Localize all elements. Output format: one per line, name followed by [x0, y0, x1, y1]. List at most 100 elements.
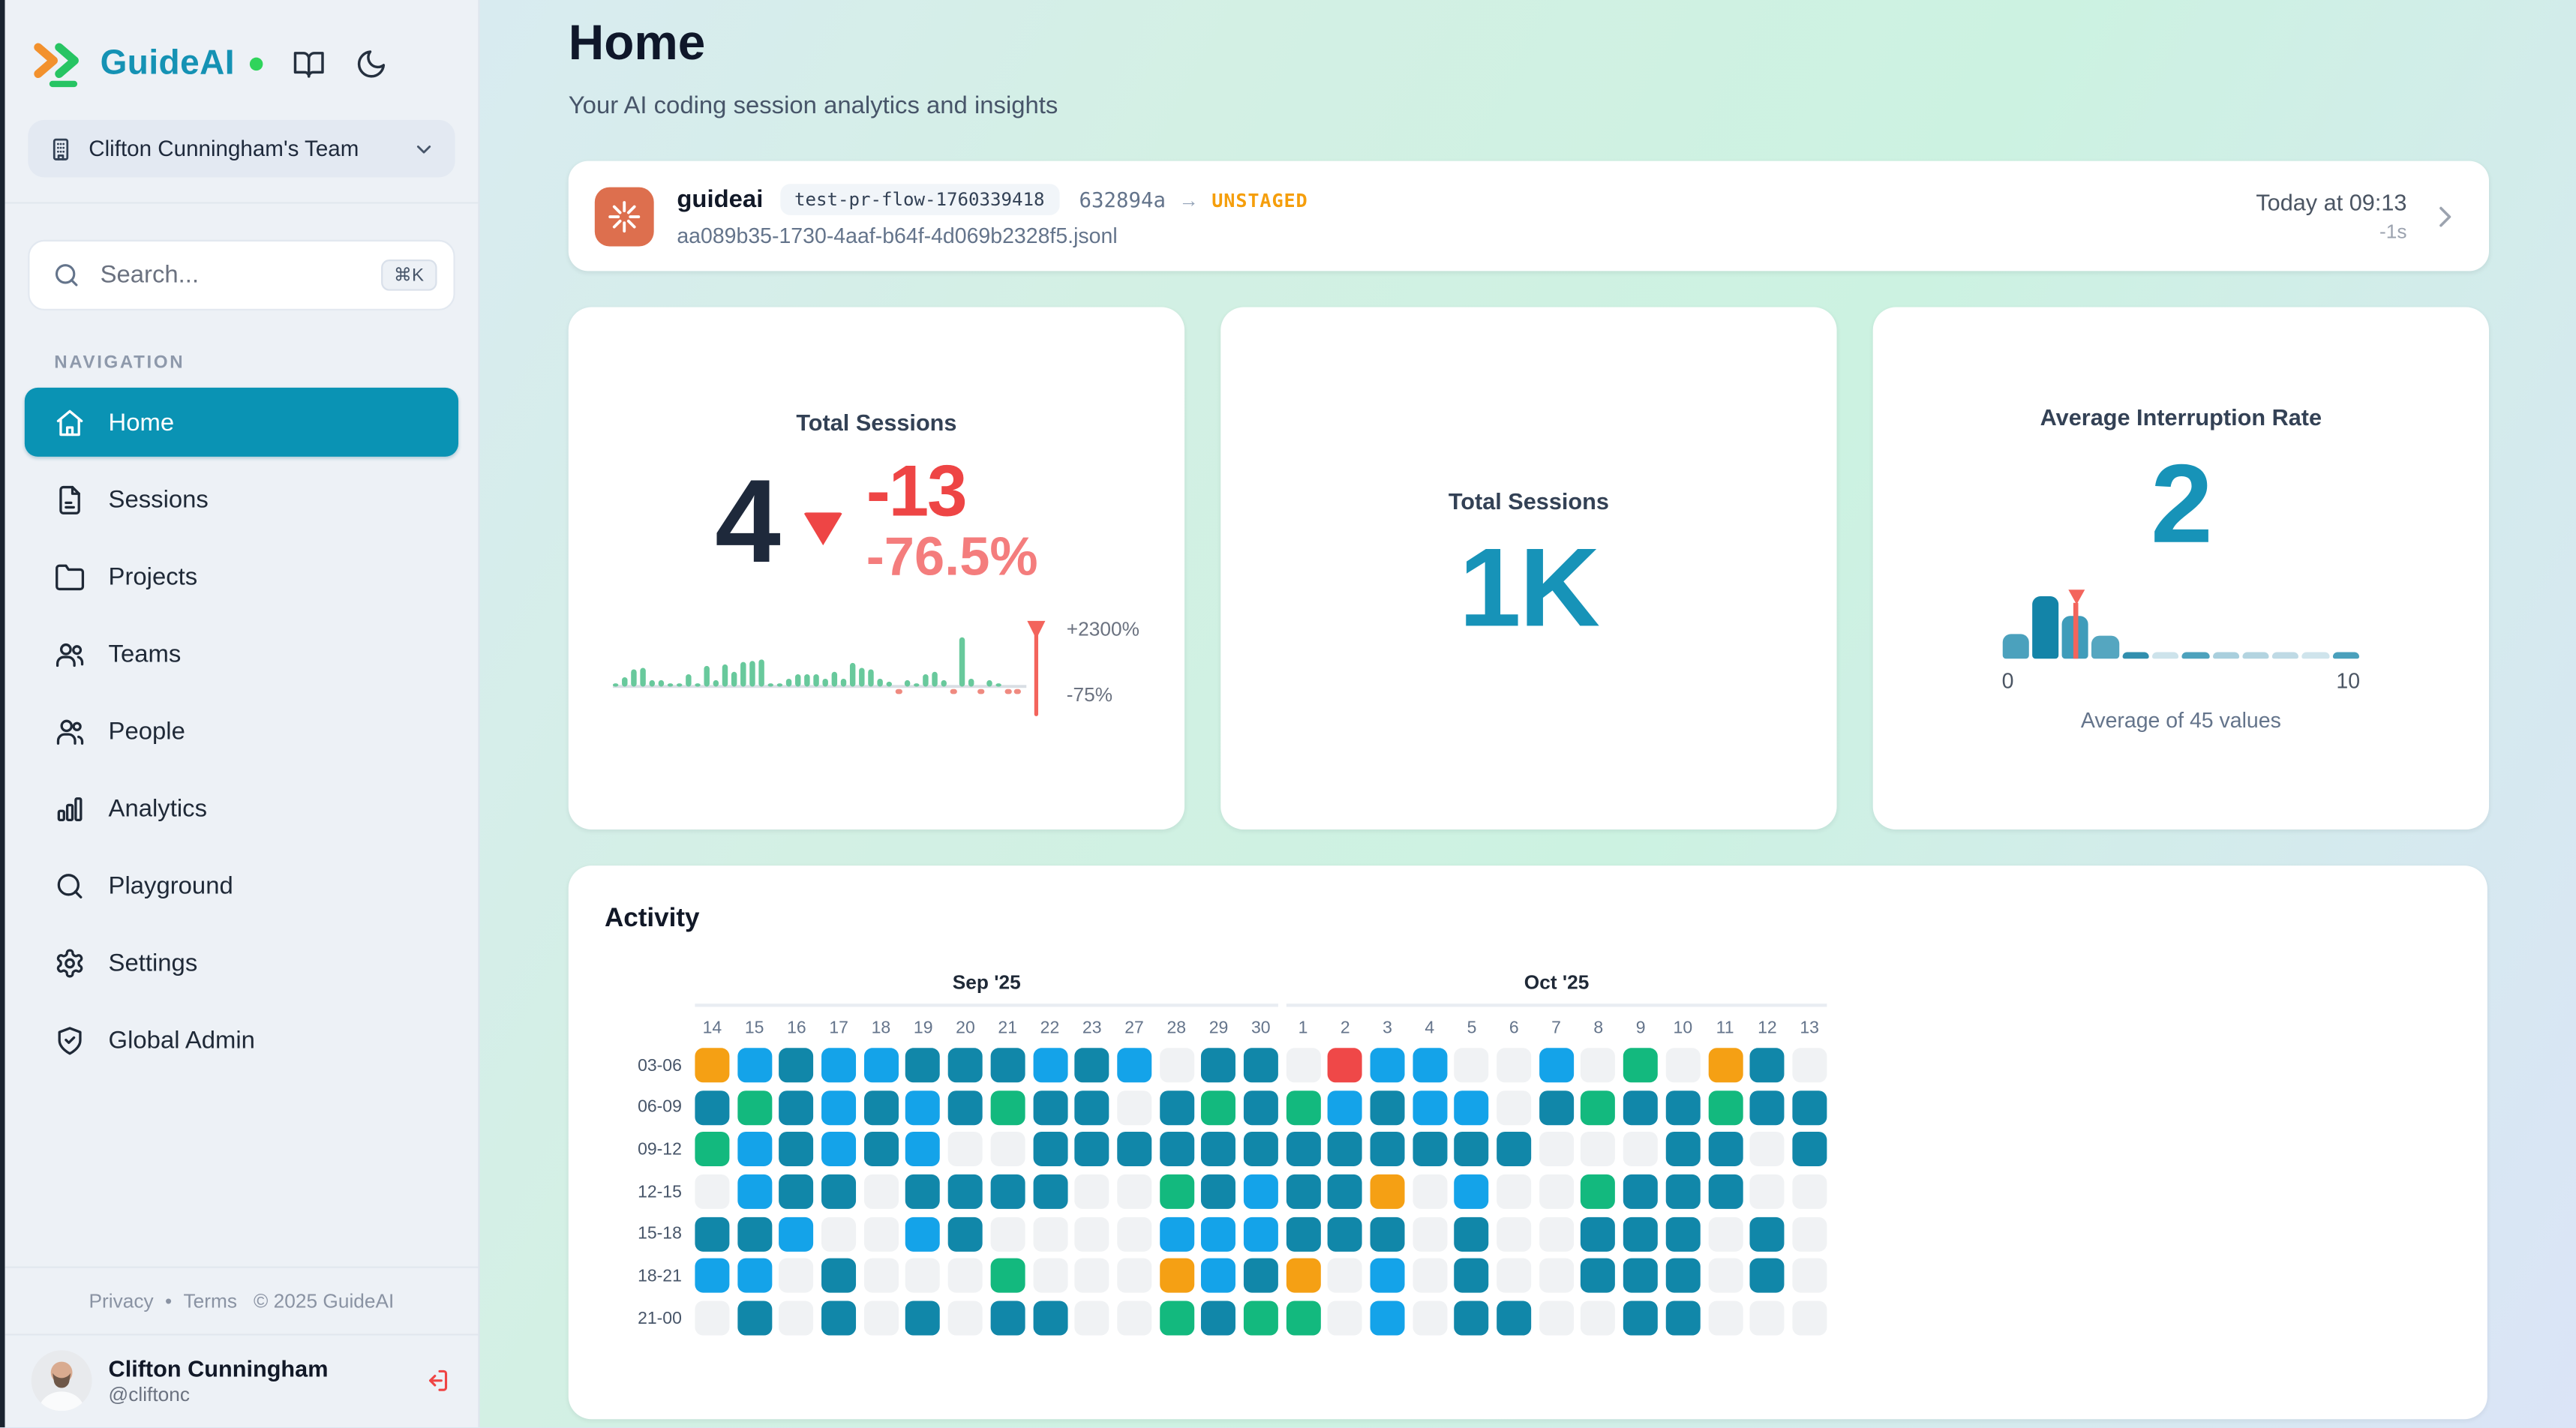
activity-cell[interactable]: [1707, 1048, 1743, 1083]
activity-cell[interactable]: [1370, 1258, 1405, 1294]
activity-cell[interactable]: [1116, 1048, 1151, 1083]
activity-cell[interactable]: [1159, 1048, 1194, 1083]
activity-cell[interactable]: [1707, 1090, 1743, 1125]
sidebar-item-projects[interactable]: Projects: [25, 542, 458, 611]
activity-cell[interactable]: [1074, 1258, 1109, 1294]
activity-cell[interactable]: [1581, 1216, 1616, 1252]
activity-cell[interactable]: [947, 1300, 983, 1336]
latest-session-row[interactable]: guideai test-pr-flow-1760339418 632894a …: [568, 160, 2490, 272]
activity-cell[interactable]: [863, 1132, 899, 1167]
activity-cell[interactable]: [737, 1048, 772, 1083]
activity-cell[interactable]: [863, 1300, 899, 1336]
activity-cell[interactable]: [947, 1048, 983, 1083]
activity-cell[interactable]: [1539, 1132, 1574, 1167]
activity-cell[interactable]: [1159, 1258, 1194, 1294]
activity-cell[interactable]: [1539, 1258, 1574, 1294]
activity-cell[interactable]: [1201, 1258, 1236, 1294]
activity-cell[interactable]: [695, 1174, 730, 1210]
activity-cell[interactable]: [1116, 1258, 1151, 1294]
activity-cell[interactable]: [1116, 1300, 1151, 1336]
activity-cell[interactable]: [695, 1216, 730, 1252]
activity-cell[interactable]: [737, 1216, 772, 1252]
activity-cell[interactable]: [695, 1300, 730, 1336]
terms-link[interactable]: Terms: [183, 1289, 238, 1312]
activity-cell[interactable]: [1497, 1300, 1532, 1336]
activity-cell[interactable]: [905, 1258, 941, 1294]
activity-cell[interactable]: [1328, 1048, 1363, 1083]
activity-cell[interactable]: [1328, 1174, 1363, 1210]
activity-cell[interactable]: [821, 1258, 857, 1294]
activity-cell[interactable]: [1370, 1132, 1405, 1167]
activity-cell[interactable]: [779, 1090, 814, 1125]
activity-cell[interactable]: [821, 1300, 857, 1336]
activity-cell[interactable]: [1497, 1174, 1532, 1210]
activity-cell[interactable]: [1581, 1300, 1616, 1336]
activity-cell[interactable]: [1116, 1132, 1151, 1167]
activity-cell[interactable]: [1201, 1132, 1236, 1167]
activity-cell[interactable]: [1497, 1132, 1532, 1167]
activity-cell[interactable]: [1032, 1300, 1067, 1336]
activity-cell[interactable]: [1159, 1300, 1194, 1336]
sidebar-item-people[interactable]: People: [25, 697, 458, 766]
activity-cell[interactable]: [695, 1132, 730, 1167]
activity-cell[interactable]: [863, 1090, 899, 1125]
activity-cell[interactable]: [1032, 1048, 1067, 1083]
activity-cell[interactable]: [779, 1258, 814, 1294]
team-selector[interactable]: Clifton Cunningham's Team: [28, 119, 455, 178]
sidebar-item-sessions[interactable]: Sessions: [25, 465, 458, 534]
activity-cell[interactable]: [1707, 1174, 1743, 1210]
activity-cell[interactable]: [1328, 1132, 1363, 1167]
activity-cell[interactable]: [779, 1132, 814, 1167]
activity-cell[interactable]: [1497, 1258, 1532, 1294]
activity-cell[interactable]: [1286, 1090, 1321, 1125]
activity-cell[interactable]: [947, 1258, 983, 1294]
activity-cell[interactable]: [1539, 1216, 1574, 1252]
activity-cell[interactable]: [1159, 1174, 1194, 1210]
activity-cell[interactable]: [1243, 1216, 1278, 1252]
logout-icon[interactable]: [424, 1366, 452, 1394]
activity-cell[interactable]: [821, 1174, 857, 1210]
activity-cell[interactable]: [695, 1090, 730, 1125]
activity-cell[interactable]: [990, 1048, 1025, 1083]
activity-cell[interactable]: [737, 1300, 772, 1336]
activity-cell[interactable]: [1370, 1216, 1405, 1252]
activity-cell[interactable]: [1159, 1090, 1194, 1125]
activity-cell[interactable]: [990, 1258, 1025, 1294]
activity-cell[interactable]: [1792, 1048, 1827, 1083]
sidebar-item-teams[interactable]: Teams: [25, 620, 458, 688]
activity-cell[interactable]: [1497, 1048, 1532, 1083]
activity-cell[interactable]: [1707, 1132, 1743, 1167]
activity-cell[interactable]: [695, 1048, 730, 1083]
activity-cell[interactable]: [947, 1216, 983, 1252]
activity-cell[interactable]: [1243, 1300, 1278, 1336]
activity-cell[interactable]: [1665, 1090, 1701, 1125]
activity-cell[interactable]: [1286, 1048, 1321, 1083]
activity-cell[interactable]: [1032, 1090, 1067, 1125]
activity-cell[interactable]: [1412, 1090, 1447, 1125]
activity-cell[interactable]: [779, 1174, 814, 1210]
activity-cell[interactable]: [990, 1174, 1025, 1210]
activity-cell[interactable]: [947, 1090, 983, 1125]
activity-cell[interactable]: [1455, 1216, 1490, 1252]
activity-cell[interactable]: [990, 1090, 1025, 1125]
activity-cell[interactable]: [1116, 1090, 1151, 1125]
privacy-link[interactable]: Privacy: [89, 1289, 154, 1312]
activity-cell[interactable]: [1623, 1258, 1659, 1294]
activity-cell[interactable]: [1328, 1258, 1363, 1294]
activity-cell[interactable]: [863, 1174, 899, 1210]
activity-cell[interactable]: [1201, 1216, 1236, 1252]
activity-cell[interactable]: [1792, 1258, 1827, 1294]
activity-cell[interactable]: [821, 1216, 857, 1252]
activity-cell[interactable]: [1328, 1090, 1363, 1125]
activity-cell[interactable]: [779, 1216, 814, 1252]
activity-cell[interactable]: [1243, 1174, 1278, 1210]
activity-cell[interactable]: [1497, 1090, 1532, 1125]
activity-cell[interactable]: [1412, 1132, 1447, 1167]
activity-cell[interactable]: [1412, 1216, 1447, 1252]
activity-cell[interactable]: [947, 1132, 983, 1167]
activity-cell[interactable]: [1792, 1174, 1827, 1210]
activity-cell[interactable]: [947, 1174, 983, 1210]
activity-cell[interactable]: [1581, 1174, 1616, 1210]
activity-cell[interactable]: [1497, 1216, 1532, 1252]
activity-cell[interactable]: [1665, 1132, 1701, 1167]
